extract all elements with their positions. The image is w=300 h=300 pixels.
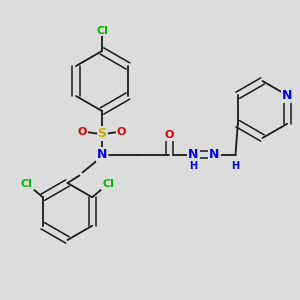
Text: O: O (117, 127, 126, 137)
Text: Cl: Cl (21, 179, 33, 189)
Text: N: N (209, 148, 220, 161)
Text: O: O (78, 127, 87, 137)
Text: N: N (282, 89, 292, 102)
Text: N: N (97, 148, 107, 161)
Text: S: S (98, 127, 106, 140)
Text: H: H (189, 161, 198, 171)
Text: H: H (231, 161, 240, 171)
Text: O: O (165, 130, 174, 140)
Text: N: N (188, 148, 199, 161)
Text: Cl: Cl (96, 26, 108, 36)
Text: Cl: Cl (102, 179, 114, 189)
